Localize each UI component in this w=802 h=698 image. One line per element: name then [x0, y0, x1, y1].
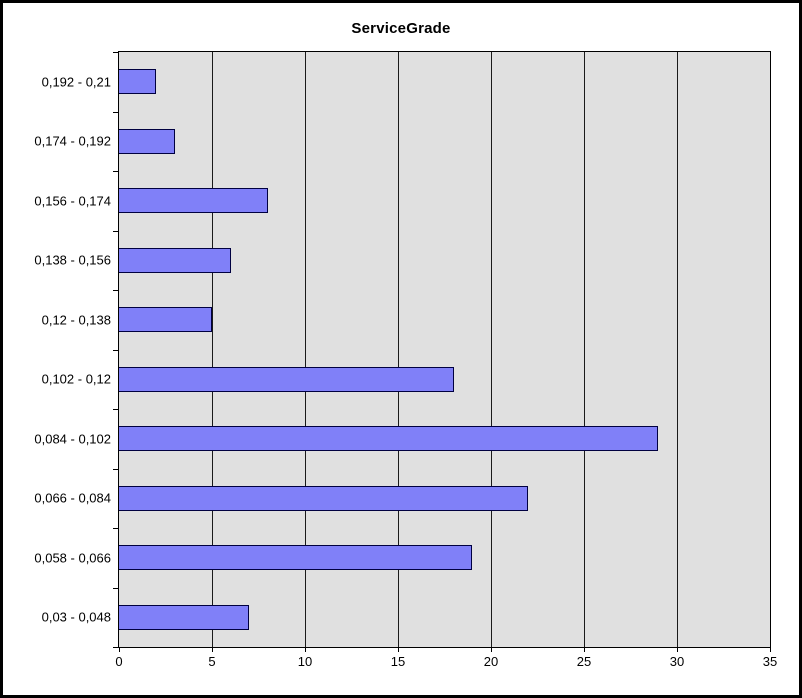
- bar: [119, 485, 529, 511]
- x-axis-tick: [398, 647, 399, 652]
- y-axis-label: 0,066 - 0,084: [34, 490, 111, 506]
- y-axis-tick: [113, 469, 119, 470]
- y-axis-label: 0,192 - 0,21: [41, 74, 111, 90]
- y-axis-tick: [113, 409, 119, 410]
- y-axis-label: 0,03 - 0,048: [41, 609, 111, 625]
- y-axis-tick: [113, 647, 119, 648]
- x-axis-tick: [491, 647, 492, 652]
- y-axis-tick: [113, 52, 119, 53]
- bar: [119, 307, 212, 333]
- chart-title: ServiceGrade: [351, 20, 451, 37]
- y-axis-label: 0,174 - 0,192: [34, 133, 111, 149]
- bar: [119, 128, 175, 154]
- bar: [119, 69, 157, 95]
- x-axis-label: 0: [115, 654, 123, 669]
- gridline: [398, 52, 399, 647]
- x-axis-label: 25: [576, 654, 592, 669]
- y-axis-tick: [113, 290, 119, 291]
- bar: [119, 188, 268, 214]
- x-axis-label: 5: [208, 654, 216, 669]
- y-axis-label: 0,12 - 0,138: [41, 312, 111, 328]
- bar: [119, 247, 231, 273]
- y-axis-label: 0,102 - 0,12: [41, 371, 111, 387]
- y-axis-labels: 0,192 - 0,21 0,174 - 0,192 0,156 - 0,174 0,…: [3, 51, 111, 648]
- x-axis-tick: [119, 647, 120, 652]
- bar: [119, 604, 250, 630]
- x-axis-tick: [677, 647, 678, 652]
- y-axis-label: 0,058 - 0,066: [34, 550, 111, 566]
- gridline: [584, 52, 585, 647]
- x-axis-label: 30: [669, 654, 685, 669]
- x-axis-tick: [212, 647, 213, 652]
- y-axis-label: 0,156 - 0,174: [34, 193, 111, 209]
- gridline: [677, 52, 678, 647]
- x-axis-label: 15: [390, 654, 406, 669]
- x-axis-label: 20: [483, 654, 499, 669]
- bar: [119, 426, 659, 452]
- x-axis-tick: [305, 647, 306, 652]
- plot-area: 0 5 10 15 20 25 30 35: [113, 51, 777, 669]
- y-axis-label: 0,138 - 0,156: [34, 252, 111, 268]
- gridline: [491, 52, 492, 647]
- y-axis-tick: [113, 171, 119, 172]
- x-axis-label: 10: [297, 654, 313, 669]
- y-axis-tick: [113, 112, 119, 113]
- y-axis-label: 0,084 - 0,102: [34, 431, 111, 447]
- y-axis-tick: [113, 588, 119, 589]
- y-axis-tick: [113, 350, 119, 351]
- gridline: [212, 52, 213, 647]
- x-axis-tick: [770, 647, 771, 652]
- x-axis-label: 35: [762, 654, 778, 669]
- y-axis-tick: [113, 231, 119, 232]
- gridline: [305, 52, 306, 647]
- x-axis-tick: [584, 647, 585, 652]
- y-axis-tick: [113, 528, 119, 529]
- bar: [119, 545, 473, 571]
- bar: [119, 366, 454, 392]
